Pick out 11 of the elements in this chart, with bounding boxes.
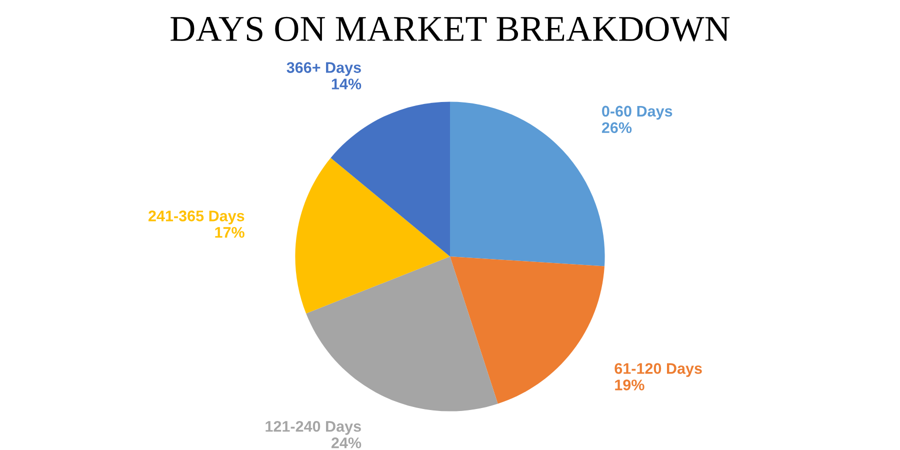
slice-label: 121-240 Days <box>266 420 361 435</box>
data-label: 17% <box>215 227 244 238</box>
data-label: 26% <box>602 122 632 134</box>
data-label: 19% <box>615 380 644 390</box>
data-label: 14% <box>332 78 362 90</box>
chart-title: DAYS ON MARKET BREAKDOWN <box>170 16 730 42</box>
slice-label: 0-60 Days <box>602 106 672 120</box>
slice-label: 366+ Days <box>286 62 361 76</box>
slice-label: 61-120 Days <box>614 363 702 377</box>
slice-label: 241-365 Days <box>148 210 244 224</box>
data-label: 24% <box>332 437 362 448</box>
